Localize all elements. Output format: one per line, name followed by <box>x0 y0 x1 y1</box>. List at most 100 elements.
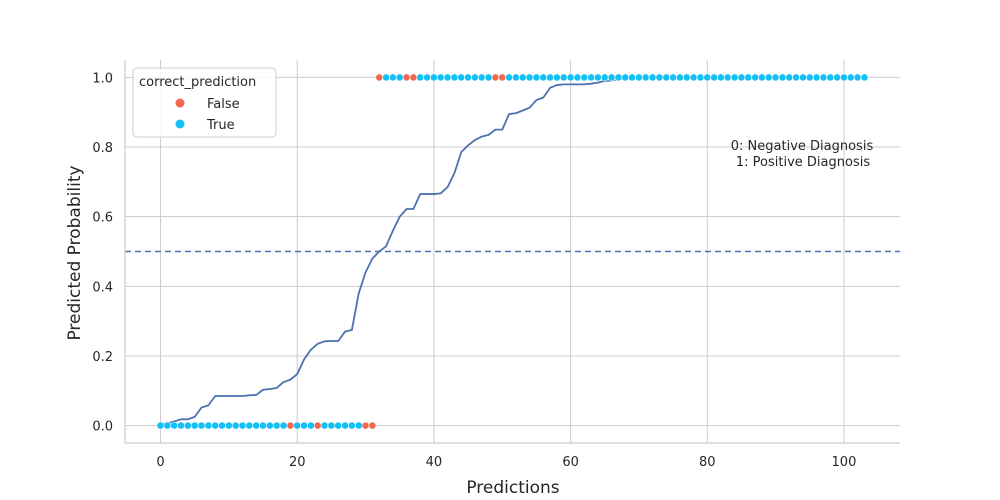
point-true <box>758 73 766 82</box>
point-true <box>723 73 732 82</box>
point-true <box>648 73 657 82</box>
point-true <box>600 73 609 82</box>
point-true <box>197 421 206 430</box>
point-true <box>785 73 794 82</box>
x-tick-label: 40 <box>426 455 443 470</box>
legend-marker-true <box>175 119 185 129</box>
y-tick-label: 0.8 <box>92 141 113 156</box>
point-true <box>717 73 725 82</box>
point-true <box>676 73 684 82</box>
point-true <box>505 73 513 82</box>
point-true <box>518 73 527 82</box>
point-true <box>737 73 746 82</box>
point-true <box>279 421 288 430</box>
point-true <box>238 421 247 430</box>
point-true <box>710 73 719 82</box>
point-true <box>587 73 595 82</box>
point-true <box>190 421 199 430</box>
point-true <box>799 73 807 82</box>
point-true <box>423 73 431 82</box>
point-true <box>614 73 623 82</box>
x-tick-label: 20 <box>289 455 306 470</box>
legend-box <box>132 67 277 138</box>
point-true <box>416 73 425 82</box>
point-true <box>252 421 261 430</box>
point-true <box>156 421 165 430</box>
point-true <box>662 73 671 82</box>
point-true <box>778 73 787 82</box>
point-false <box>286 421 295 430</box>
point-true <box>771 73 780 82</box>
point-true <box>553 73 561 82</box>
point-true <box>341 421 349 430</box>
point-true <box>805 73 814 82</box>
point-true <box>846 73 855 82</box>
point-true <box>436 73 445 82</box>
point-false <box>491 73 500 82</box>
point-true <box>689 73 698 82</box>
point-true <box>177 421 185 430</box>
point-false <box>368 421 377 430</box>
point-true <box>607 73 616 82</box>
point-true <box>211 421 220 430</box>
point-true <box>320 421 329 430</box>
legend-label-true: True <box>206 118 235 133</box>
point-false <box>402 73 411 82</box>
y-tick-label: 0.6 <box>92 211 113 226</box>
annotation-line-1: 0: Negative Diagnosis <box>731 139 874 154</box>
point-true <box>635 73 643 82</box>
point-true <box>730 73 739 82</box>
point-true <box>272 421 281 430</box>
axes <box>124 60 900 444</box>
point-true <box>853 73 862 82</box>
point-true <box>682 73 691 82</box>
point-true <box>744 73 753 82</box>
point-false <box>313 421 322 430</box>
x-tick-label: 0 <box>156 455 164 470</box>
x-tick-label: 60 <box>562 455 579 470</box>
point-true <box>621 73 630 82</box>
point-true <box>641 73 650 82</box>
y-tick-label: 0.2 <box>92 350 113 365</box>
point-true <box>259 421 267 430</box>
tick-labels: 0 20 40 60 80 100 0.0 0.2 0.4 0.6 0.8 1.0 <box>92 71 856 470</box>
point-true <box>382 73 390 82</box>
point-true <box>163 421 172 430</box>
point-true <box>471 73 479 82</box>
y-tick-label: 1.0 <box>92 71 113 86</box>
point-true <box>183 421 192 430</box>
y-tick-label: 0.4 <box>92 280 113 295</box>
point-true <box>464 73 472 82</box>
point-true <box>293 421 302 430</box>
point-true <box>354 421 363 430</box>
point-true <box>826 73 835 82</box>
point-true <box>655 73 664 82</box>
point-true <box>566 73 575 82</box>
point-true <box>860 73 869 82</box>
point-true <box>484 73 493 82</box>
point-true <box>389 73 397 82</box>
point-true <box>833 73 842 82</box>
point-true <box>218 421 226 430</box>
point-true <box>525 73 534 82</box>
point-false <box>361 421 370 430</box>
point-true <box>669 73 678 82</box>
point-true <box>573 73 582 82</box>
point-true <box>812 73 821 82</box>
point-false <box>498 73 507 82</box>
point-true <box>347 421 356 430</box>
point-true <box>300 421 308 430</box>
point-true <box>231 421 240 430</box>
point-true <box>477 73 486 82</box>
point-false <box>409 73 418 82</box>
point-true <box>306 421 315 430</box>
x-tick-label: 80 <box>699 455 716 470</box>
point-true <box>703 73 712 82</box>
point-true <box>840 73 848 82</box>
point-true <box>430 73 438 82</box>
point-true <box>696 73 705 82</box>
point-false <box>375 73 384 82</box>
point-true <box>450 73 459 82</box>
y-tick-label: 0.0 <box>92 420 113 435</box>
point-true <box>457 73 466 82</box>
